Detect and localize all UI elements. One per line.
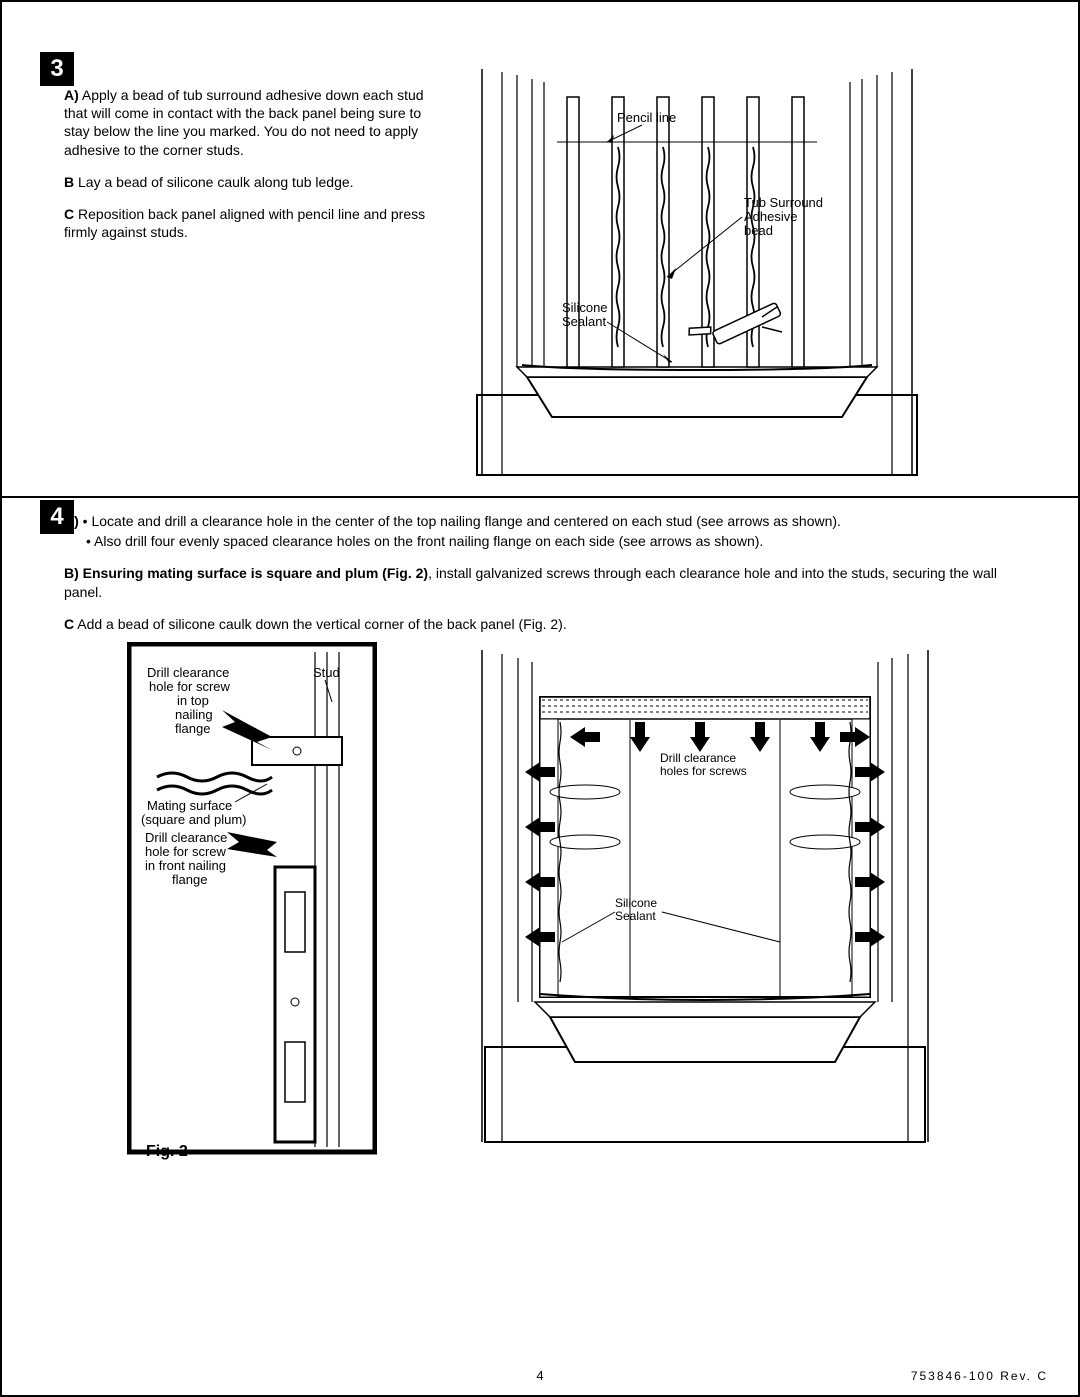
adhesive-label-1: Tub Surround [744, 195, 823, 210]
fig2-l2a: Mating surface [147, 798, 232, 813]
step4-para-b: B) Ensuring mating surface is square and… [64, 564, 1004, 600]
fig2-l1c: in top [177, 693, 209, 708]
fig2-l3c: in front nailing [145, 858, 226, 873]
adhesive-label-3: bead [744, 223, 773, 238]
step-3-text-block: A) Apply a bead of tub surround adhesive… [64, 86, 444, 255]
step-3-number: 3 [50, 53, 63, 84]
fig2-l1b: hole for screw [149, 679, 231, 694]
step4-para-c: C Add a bead of silicone caulk down the … [64, 615, 1004, 633]
step3-c-label: C [64, 206, 74, 222]
step4-c-text: Add a bead of silicone caulk down the ve… [74, 616, 567, 632]
sil-label-2: Sealant [615, 909, 656, 923]
drill-label-1: Drill clearance [660, 751, 736, 765]
fig2-l3d: flange [172, 872, 207, 887]
fig2-l1d: nailing [175, 707, 213, 722]
step3-a-text: Apply a bead of tub surround adhesive do… [64, 87, 424, 158]
fig2-caption: Fig. 2 [146, 1142, 188, 1163]
drill-label-2: holes for screws [660, 764, 747, 778]
section-divider [2, 496, 1078, 498]
step4-a-label: A) [64, 513, 79, 529]
revision-code: 753846-100 Rev. C [911, 1369, 1048, 1385]
step3-para-b: B Lay a bead of silicone caulk along tub… [64, 173, 444, 191]
step4-diagram-right: Drill clearance holes for screws Silicon… [470, 642, 940, 1152]
step3-a-label: A) [64, 87, 79, 103]
step4-b-bold: B) Ensuring mating surface is square and… [64, 565, 428, 581]
step3-para-a: A) Apply a bead of tub surround adhesive… [64, 86, 444, 159]
instruction-page: 3 A) Apply a bead of tub surround adhesi… [0, 0, 1080, 1397]
step3-para-c: C Reposition back panel aligned with pen… [64, 205, 444, 241]
adhesive-label-2: Adhesive [744, 209, 797, 224]
step3-c-text: Reposition back panel aligned with penci… [64, 206, 425, 240]
step4-para-a2: • Also drill four evenly spaced clearanc… [86, 532, 1004, 550]
sil-label-1: Silicone [615, 896, 657, 910]
step3-b-label: B [64, 174, 74, 190]
step4-para-a: A) • Locate and drill a clearance hole i… [64, 512, 1004, 530]
silicone-label-2: Sealant [562, 314, 606, 329]
fig2-detail: Drill clearance hole for screw in top na… [127, 642, 377, 1172]
pencil-line-label: Pencil line [617, 110, 676, 125]
fig2-l2b: (square and plum) [141, 812, 247, 827]
step4-c-label: C [64, 616, 74, 632]
step-4-text-block: A) • Locate and drill a clearance hole i… [64, 512, 1004, 647]
step4-a-bullet1: • Locate and drill a clearance hole in t… [79, 513, 841, 529]
fig2-l1a: Drill clearance [147, 665, 229, 680]
fig2-l1e: flange [175, 721, 210, 736]
fig2-stud: Stud [313, 665, 340, 680]
page-number: 4 [536, 1368, 543, 1385]
step3-b-text: Lay a bead of silicone caulk along tub l… [74, 174, 353, 190]
step4-a-bullet2: • Also drill four evenly spaced clearanc… [86, 533, 763, 549]
step-3-badge: 3 [40, 52, 74, 86]
fig2-l3a: Drill clearance [145, 830, 227, 845]
step-4-number: 4 [50, 501, 63, 532]
fig2-l3b: hole for screw [145, 844, 227, 859]
step3-diagram: Pencil line Tub Surround Adhesive bead S… [462, 57, 932, 487]
silicone-label-1: Silicone [562, 300, 608, 315]
